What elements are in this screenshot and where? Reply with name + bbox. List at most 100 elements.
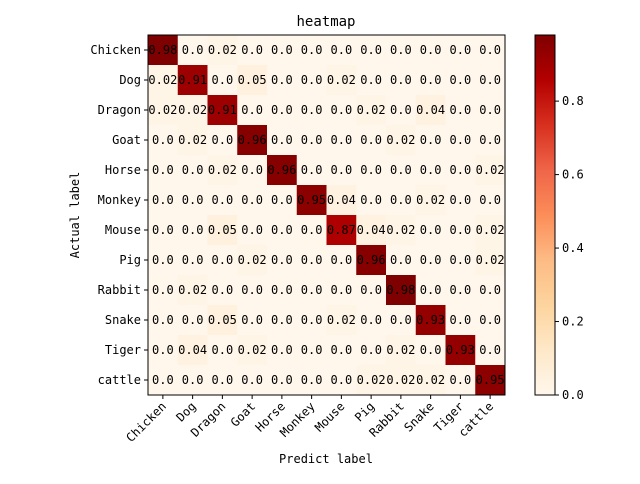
heatmap-cell — [475, 365, 506, 396]
heatmap-cell — [475, 65, 506, 96]
cell-value-label: 0.0 — [331, 163, 353, 177]
cell-value-label: 0.0 — [360, 73, 382, 87]
heatmap-cell — [237, 305, 268, 336]
heatmap-cell — [475, 305, 506, 336]
heatmap-cell — [386, 275, 417, 306]
heatmap-cell — [356, 275, 387, 306]
heatmap-cell — [326, 125, 357, 156]
cell-value-label: 0.0 — [479, 103, 501, 117]
cell-value-label: 0.02 — [476, 223, 505, 237]
heatmap-cell — [148, 275, 179, 306]
cell-value-label: 0.0 — [360, 343, 382, 357]
heatmap-cell — [267, 95, 298, 126]
cell-value-label: 0.02 — [327, 73, 356, 87]
cell-value-label: 0.0 — [241, 223, 263, 237]
heatmap-cell — [356, 335, 387, 366]
heatmap-cell — [326, 35, 357, 66]
cell-value-label: 0.0 — [479, 133, 501, 147]
heatmap-cell — [356, 35, 387, 66]
cell-value-label: 0.0 — [271, 73, 293, 87]
heatmap-cell — [296, 215, 327, 246]
x-tick-label: Snake — [401, 399, 436, 434]
heatmap-cell — [237, 35, 268, 66]
cell-value-label: 0.04 — [178, 343, 207, 357]
heatmap-cell — [237, 215, 268, 246]
cell-value-label: 0.0 — [301, 343, 323, 357]
y-tick-label: Tiger — [105, 343, 141, 357]
heatmap-cell — [148, 155, 179, 186]
cell-value-label: 0.0 — [182, 313, 204, 327]
heatmap-cell — [445, 305, 476, 336]
heatmap-cell — [148, 365, 179, 396]
heatmap-cell — [475, 125, 506, 156]
colorbar-tick-label: 0.0 — [562, 388, 584, 402]
x-tick-label: Dog — [174, 399, 199, 424]
heatmap-cell — [207, 95, 238, 126]
cell-value-label: 0.0 — [420, 253, 442, 267]
cell-value-label: 0.02 — [386, 373, 415, 387]
y-tick-label: Snake — [105, 313, 141, 327]
cell-value-label: 0.0 — [271, 373, 293, 387]
heatmap-cell — [148, 215, 179, 246]
cell-value-label: 0.0 — [390, 193, 412, 207]
cell-value-label: 0.0 — [301, 73, 323, 87]
heatmap-cell — [207, 335, 238, 366]
heatmap-cell — [326, 275, 357, 306]
cell-value-label: 0.0 — [271, 43, 293, 57]
heatmap-cell — [475, 245, 506, 276]
cell-value-label: 0.0 — [241, 193, 263, 207]
cell-value-label: 0.0 — [271, 253, 293, 267]
heatmap-cell — [445, 245, 476, 276]
cell-value-label: 0.02 — [208, 43, 237, 57]
x-tick-label: Chicken — [123, 399, 169, 445]
cell-value-label: 0.0 — [331, 103, 353, 117]
heatmap-cell — [445, 185, 476, 216]
heatmap-cell — [415, 365, 446, 396]
cell-value-label: 0.0 — [450, 253, 472, 267]
cell-value-label: 0.0 — [450, 43, 472, 57]
heatmap-cell — [207, 275, 238, 306]
heatmap-cell — [445, 335, 476, 366]
cell-value-label: 0.0 — [360, 313, 382, 327]
cell-value-label: 0.02 — [238, 343, 267, 357]
y-tick-label: Pig — [119, 253, 141, 267]
cell-value-label: 0.0 — [182, 253, 204, 267]
cell-value-label: 0.95 — [476, 373, 505, 387]
cell-value-label: 0.0 — [420, 163, 442, 177]
colorbar-tick-label: 0.6 — [562, 168, 584, 182]
cell-value-label: 0.02 — [357, 103, 386, 117]
cell-value-label: 0.0 — [241, 313, 263, 327]
cell-value-label: 0.0 — [479, 343, 501, 357]
cell-value-label: 0.0 — [390, 253, 412, 267]
cell-value-label: 0.0 — [241, 373, 263, 387]
cell-value-label: 0.93 — [446, 343, 475, 357]
heatmap-cell — [148, 95, 179, 126]
heatmap-cell — [207, 65, 238, 96]
heatmap-cell — [475, 215, 506, 246]
cell-value-label: 0.0 — [420, 73, 442, 87]
cell-value-label: 0.91 — [178, 73, 207, 87]
y-tick-label: Dog — [119, 73, 141, 87]
heatmap-cell — [237, 65, 268, 96]
heatmap-cell — [267, 245, 298, 276]
cell-value-label: 0.0 — [301, 163, 323, 177]
cell-value-label: 0.0 — [360, 283, 382, 297]
cell-value-label: 0.0 — [420, 343, 442, 357]
cell-value-label: 0.0 — [301, 223, 323, 237]
heatmap-cell — [475, 335, 506, 366]
heatmap-cell — [445, 35, 476, 66]
heatmap-cell — [267, 305, 298, 336]
cell-value-label: 0.02 — [178, 103, 207, 117]
heatmap-cell — [296, 245, 327, 276]
heatmap-cell — [207, 185, 238, 216]
heatmap-cell — [326, 95, 357, 126]
cell-value-label: 0.0 — [450, 163, 472, 177]
heatmap-cell — [386, 365, 417, 396]
heatmap-cell — [237, 275, 268, 306]
cell-value-label: 0.0 — [241, 163, 263, 177]
cell-value-label: 0.96 — [238, 133, 267, 147]
cell-value-label: 0.0 — [450, 103, 472, 117]
heatmap-cell — [267, 65, 298, 96]
heatmap-cell — [386, 335, 417, 366]
